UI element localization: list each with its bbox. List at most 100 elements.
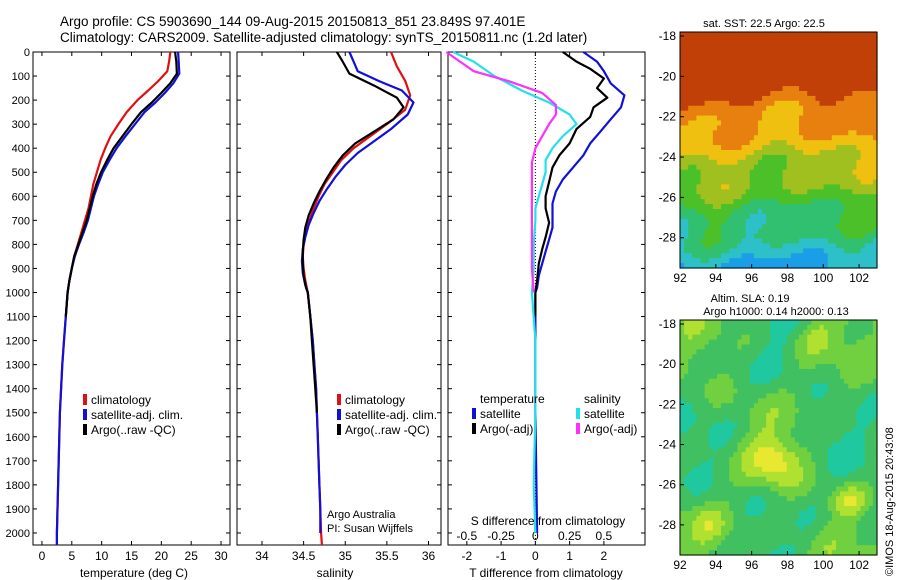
heatmap-cell bbox=[680, 515, 685, 522]
heatmap-cell bbox=[860, 164, 866, 171]
heatmap-cell bbox=[737, 159, 743, 166]
heatmap-cell bbox=[835, 71, 841, 77]
heatmap-cell bbox=[827, 218, 833, 225]
heatmap-cell bbox=[696, 243, 702, 249]
heatmap-cell bbox=[864, 253, 870, 259]
heatmap-cell bbox=[835, 115, 841, 122]
heatmap-cell bbox=[733, 238, 739, 245]
heatmap-cell bbox=[684, 228, 689, 235]
heatmap-cell bbox=[700, 354, 706, 360]
heatmap-cell bbox=[696, 140, 702, 146]
heatmap-cell bbox=[864, 510, 870, 517]
heatmap-cell bbox=[868, 535, 874, 541]
heatmap-cell bbox=[868, 359, 874, 365]
heatmap-cell bbox=[864, 71, 870, 77]
heatmap-cell bbox=[729, 120, 734, 127]
heatmap-cell bbox=[770, 46, 775, 53]
heatmap-cell bbox=[868, 253, 874, 259]
heatmap-cell bbox=[868, 506, 874, 512]
heatmap-cell bbox=[741, 76, 747, 82]
heatmap-cell bbox=[684, 164, 689, 171]
heatmap-cell bbox=[835, 359, 841, 365]
heatmap-cell bbox=[680, 46, 685, 53]
heatmap-cell bbox=[716, 189, 722, 195]
heatmap-cell bbox=[721, 398, 726, 404]
heatmap-cell bbox=[733, 100, 739, 107]
heatmap-cell bbox=[872, 145, 878, 151]
heatmap-cell bbox=[852, 61, 858, 68]
heatmap-cell bbox=[868, 320, 874, 326]
heatmap-cell bbox=[774, 248, 780, 254]
heatmap-cell bbox=[741, 447, 747, 453]
heatmap-cell bbox=[737, 413, 743, 419]
heatmap-cell bbox=[737, 253, 743, 259]
heatmap-cell bbox=[733, 364, 739, 370]
heatmap-cell bbox=[794, 91, 800, 97]
salinity-profile-panel: 34 34.5 35 35.5 36 bbox=[236, 51, 442, 563]
heatmap-cell bbox=[844, 238, 849, 245]
heatmap-cell bbox=[741, 442, 747, 448]
heatmap-cell bbox=[790, 398, 796, 404]
heatmap-cell bbox=[766, 457, 771, 463]
heatmap-cell bbox=[827, 51, 833, 58]
heatmap-cell bbox=[745, 179, 751, 186]
heatmap-cell bbox=[811, 481, 817, 488]
heatmap-cell bbox=[737, 457, 743, 463]
heatmap-cell bbox=[692, 125, 698, 131]
heatmap-cell bbox=[680, 120, 685, 127]
heatmap-cell bbox=[811, 393, 817, 399]
heatmap-cell bbox=[860, 364, 866, 370]
heatmap-cell bbox=[860, 378, 866, 385]
heatmap-cell bbox=[733, 373, 739, 380]
heatmap-cell bbox=[762, 135, 767, 141]
heatmap-cell bbox=[807, 354, 812, 360]
map-frame bbox=[679, 31, 878, 269]
heatmap-cell bbox=[737, 189, 743, 195]
heatmap-cell bbox=[835, 32, 841, 38]
heatmap-cell bbox=[803, 194, 808, 200]
heatmap-cell bbox=[799, 398, 804, 404]
heatmap-cell bbox=[757, 368, 763, 375]
heatmap-cell bbox=[708, 81, 714, 87]
heatmap-cell bbox=[692, 506, 698, 512]
heatmap-cell bbox=[741, 61, 747, 68]
heatmap-cell bbox=[778, 496, 784, 502]
heatmap-cell bbox=[786, 199, 792, 205]
heatmap-cell bbox=[852, 334, 858, 341]
y-tick-label: 0 bbox=[24, 47, 30, 59]
heatmap-cell bbox=[856, 520, 862, 527]
heatmap-cell bbox=[811, 194, 817, 200]
heatmap-cell bbox=[856, 66, 862, 72]
heatmap-cell bbox=[864, 520, 870, 527]
heatmap-cell bbox=[749, 501, 755, 507]
heatmap-cell bbox=[799, 530, 804, 537]
heatmap-cell bbox=[844, 486, 849, 492]
heatmap-cell bbox=[807, 56, 812, 63]
heatmap-cell bbox=[844, 36, 849, 43]
heatmap-cell bbox=[778, 91, 784, 97]
heatmap-cell bbox=[749, 228, 755, 235]
heatmap-cell bbox=[774, 393, 780, 399]
heatmap-cell bbox=[782, 238, 788, 245]
heatmap-cell bbox=[819, 61, 825, 68]
heatmap-cell bbox=[692, 184, 698, 190]
heatmap-cell bbox=[840, 324, 845, 331]
heatmap-cell bbox=[778, 120, 784, 127]
heatmap-cell bbox=[733, 243, 739, 249]
heatmap-cell bbox=[790, 184, 796, 190]
heatmap-cell bbox=[774, 238, 780, 245]
heatmap-cell bbox=[864, 378, 870, 385]
heatmap-cell bbox=[794, 501, 800, 507]
heatmap-cell bbox=[807, 461, 812, 468]
heatmap-cell bbox=[721, 32, 726, 38]
heatmap-cell bbox=[725, 100, 730, 107]
heatmap-cell bbox=[794, 164, 800, 171]
heatmap-cell bbox=[799, 447, 804, 453]
heatmap-cell bbox=[823, 481, 829, 488]
heatmap-cell bbox=[708, 383, 714, 390]
heatmap-cell bbox=[700, 540, 706, 546]
heatmap-cell bbox=[753, 368, 759, 375]
heatmap-cell bbox=[766, 447, 771, 453]
heatmap-cell bbox=[807, 253, 812, 259]
heatmap-cell bbox=[721, 466, 726, 473]
